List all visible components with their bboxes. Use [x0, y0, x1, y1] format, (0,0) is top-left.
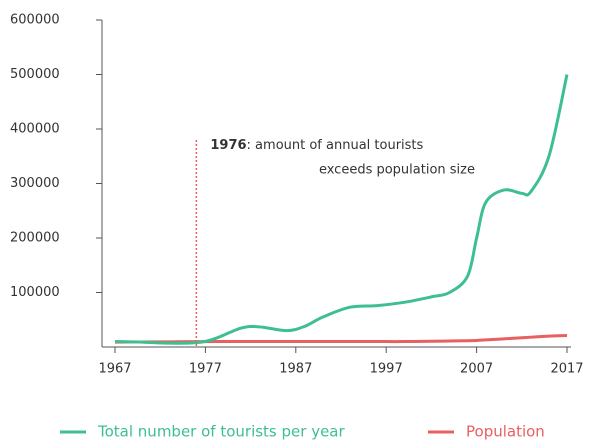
x-tick-label: 1997 [370, 362, 403, 377]
y-tick-label: 300000 [10, 176, 60, 191]
x-tick-label: 2007 [460, 362, 493, 377]
annotation-year: 1976 [210, 138, 246, 153]
x-tick-label: 1987 [279, 362, 312, 377]
x-tick-label: 2017 [550, 362, 583, 377]
annotation-text: 1976: amount of annual tourists [210, 138, 423, 153]
y-tick-label: 600000 [10, 13, 60, 28]
legend-label: Total number of tourists per year [97, 423, 345, 441]
legend-label: Population [466, 423, 545, 441]
series-line [114, 334, 568, 344]
annotation-text-2: exceeds population size [319, 163, 475, 178]
x-tick-label: 1977 [189, 362, 222, 377]
y-tick-label: 100000 [10, 285, 60, 300]
series-line [114, 74, 569, 345]
y-tick-label: 400000 [10, 122, 60, 137]
y-tick-label: 500000 [10, 67, 60, 82]
annotation-text-1: : amount of annual tourists [247, 138, 424, 153]
y-tick-label: 200000 [10, 231, 60, 246]
x-tick-label: 1967 [98, 362, 131, 377]
